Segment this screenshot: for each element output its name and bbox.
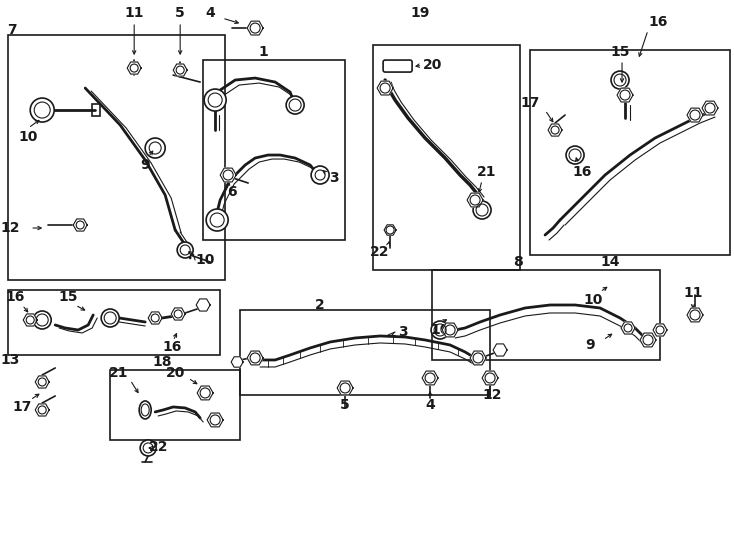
Circle shape bbox=[101, 309, 119, 327]
Circle shape bbox=[140, 440, 156, 456]
Text: 4: 4 bbox=[206, 6, 215, 20]
Text: 18: 18 bbox=[153, 355, 172, 369]
Text: 10: 10 bbox=[430, 323, 450, 337]
Text: 1: 1 bbox=[258, 45, 268, 59]
Polygon shape bbox=[687, 308, 703, 322]
Bar bbox=[110, 370, 240, 440]
Polygon shape bbox=[702, 101, 718, 115]
Text: 5: 5 bbox=[341, 398, 350, 412]
Polygon shape bbox=[171, 308, 185, 320]
Polygon shape bbox=[220, 168, 236, 182]
Text: 10: 10 bbox=[18, 130, 38, 144]
Polygon shape bbox=[653, 324, 667, 336]
Text: 15: 15 bbox=[59, 290, 78, 304]
Circle shape bbox=[33, 311, 51, 329]
Bar bbox=[432, 270, 660, 360]
Polygon shape bbox=[148, 312, 162, 324]
Text: 17: 17 bbox=[520, 96, 539, 110]
Text: 17: 17 bbox=[12, 400, 32, 414]
Polygon shape bbox=[197, 386, 213, 400]
Text: 2: 2 bbox=[315, 298, 325, 312]
Text: 16: 16 bbox=[648, 15, 668, 29]
Text: 21: 21 bbox=[477, 165, 497, 179]
Text: 15: 15 bbox=[610, 45, 630, 59]
Circle shape bbox=[611, 71, 629, 89]
Text: 10: 10 bbox=[584, 293, 603, 307]
Polygon shape bbox=[35, 404, 49, 416]
Circle shape bbox=[206, 209, 228, 231]
Bar bbox=[373, 45, 520, 270]
Polygon shape bbox=[173, 64, 187, 76]
Bar bbox=[240, 310, 490, 395]
Text: 8: 8 bbox=[513, 255, 523, 269]
Ellipse shape bbox=[139, 401, 151, 419]
Text: 9: 9 bbox=[140, 158, 150, 172]
Text: 14: 14 bbox=[600, 255, 619, 269]
Text: 11: 11 bbox=[683, 286, 702, 300]
Polygon shape bbox=[482, 371, 498, 385]
Polygon shape bbox=[35, 376, 49, 388]
Polygon shape bbox=[548, 124, 562, 136]
Text: 5: 5 bbox=[175, 6, 185, 20]
Polygon shape bbox=[207, 413, 223, 427]
Text: 20: 20 bbox=[165, 366, 185, 380]
Text: 22: 22 bbox=[148, 440, 168, 454]
Circle shape bbox=[204, 89, 226, 111]
Polygon shape bbox=[687, 108, 703, 122]
Circle shape bbox=[177, 242, 193, 258]
Polygon shape bbox=[384, 225, 396, 235]
Text: 9: 9 bbox=[585, 338, 595, 352]
Polygon shape bbox=[621, 322, 635, 334]
Polygon shape bbox=[617, 88, 633, 102]
Text: 12: 12 bbox=[482, 388, 502, 402]
Polygon shape bbox=[23, 314, 37, 326]
Circle shape bbox=[286, 96, 304, 114]
Text: 12: 12 bbox=[1, 221, 20, 235]
Bar bbox=[530, 50, 730, 255]
Polygon shape bbox=[377, 81, 393, 95]
Circle shape bbox=[311, 166, 329, 184]
Bar bbox=[203, 60, 345, 240]
Text: 7: 7 bbox=[7, 23, 17, 37]
Text: 20: 20 bbox=[422, 58, 442, 72]
Bar bbox=[92, 104, 100, 116]
Polygon shape bbox=[442, 323, 458, 337]
Circle shape bbox=[566, 146, 584, 164]
Polygon shape bbox=[422, 371, 438, 385]
Text: 19: 19 bbox=[410, 6, 430, 20]
Text: 16: 16 bbox=[573, 165, 592, 179]
Polygon shape bbox=[493, 344, 507, 356]
FancyBboxPatch shape bbox=[383, 60, 412, 72]
Text: 13: 13 bbox=[1, 353, 20, 367]
Polygon shape bbox=[247, 351, 263, 365]
Text: 6: 6 bbox=[228, 185, 237, 199]
Polygon shape bbox=[470, 351, 486, 365]
Polygon shape bbox=[231, 357, 243, 367]
Polygon shape bbox=[247, 21, 263, 35]
Text: 22: 22 bbox=[371, 245, 390, 259]
Text: 16: 16 bbox=[162, 340, 182, 354]
Bar bbox=[8, 35, 225, 280]
Polygon shape bbox=[196, 299, 210, 311]
Text: 10: 10 bbox=[195, 253, 215, 267]
Polygon shape bbox=[467, 193, 483, 207]
Text: 16: 16 bbox=[6, 290, 25, 304]
Polygon shape bbox=[640, 333, 656, 347]
Circle shape bbox=[431, 321, 449, 339]
Text: 3: 3 bbox=[399, 325, 408, 339]
Circle shape bbox=[30, 98, 54, 122]
Circle shape bbox=[473, 201, 491, 219]
Polygon shape bbox=[127, 62, 141, 74]
Bar bbox=[8, 290, 220, 355]
Text: 4: 4 bbox=[425, 398, 435, 412]
Polygon shape bbox=[337, 381, 353, 395]
Text: 21: 21 bbox=[109, 366, 128, 380]
Text: 11: 11 bbox=[125, 6, 144, 20]
Polygon shape bbox=[73, 219, 87, 231]
Circle shape bbox=[145, 138, 165, 158]
Text: 3: 3 bbox=[330, 171, 339, 185]
